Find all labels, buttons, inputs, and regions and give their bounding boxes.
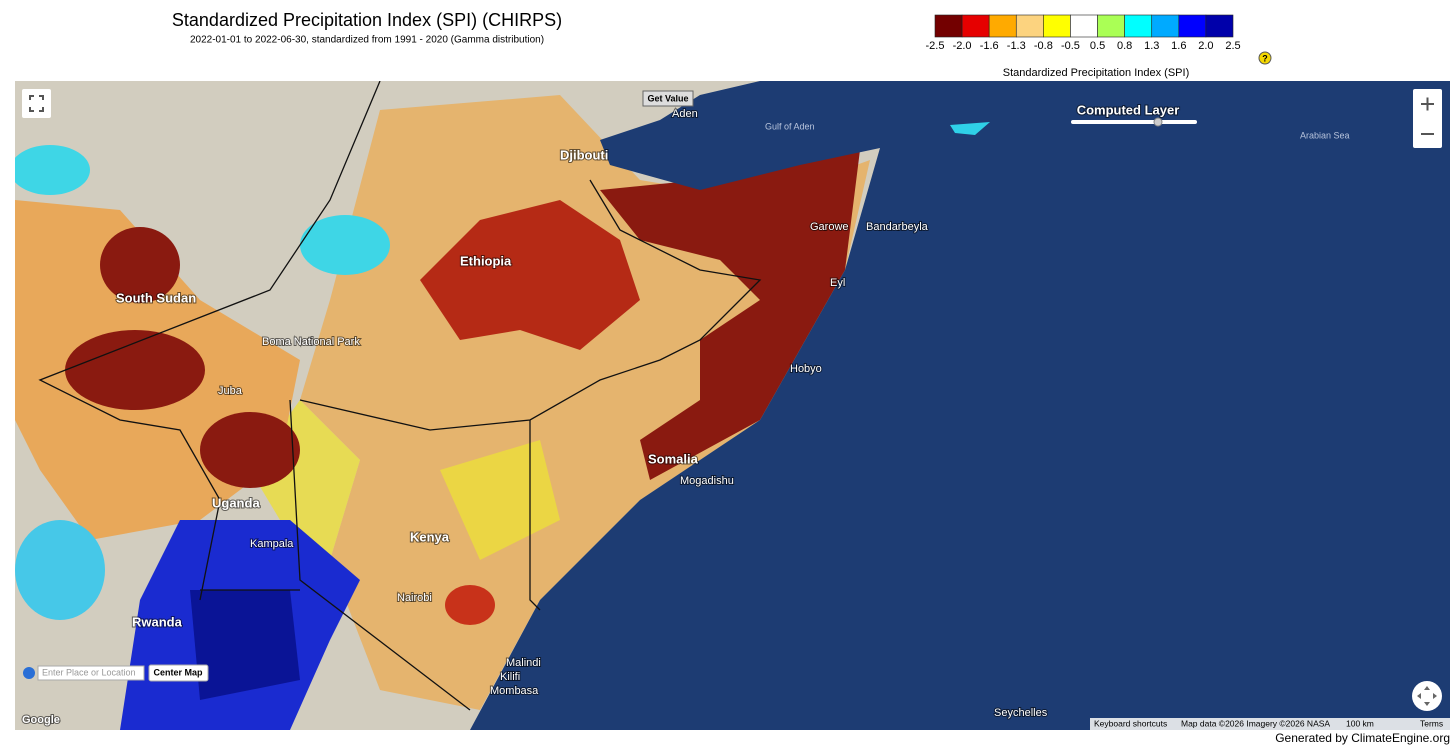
map-label: Garowe xyxy=(810,221,849,233)
legend-tick-label: -0.5 xyxy=(1061,40,1080,52)
map-label: Djibouti xyxy=(560,147,608,162)
severe-zone xyxy=(100,227,180,303)
red-zone xyxy=(445,585,495,625)
map-label: Ethiopia xyxy=(460,253,512,268)
map-label: Arabian Sea xyxy=(1300,130,1350,140)
legend: -2.5 -2.0 -1.6 -1.3 -0.8 -0.5 0.5 0.8 1.3 1.6 2.0 2… xyxy=(926,14,1241,52)
legend-tick-label: -1.6 xyxy=(980,40,999,52)
slider-handle[interactable] xyxy=(1153,117,1163,127)
legend-swatch xyxy=(1043,14,1071,38)
legend-swatch xyxy=(1178,14,1207,38)
subtitle: 2022-01-01 to 2022-06-30, standardized f… xyxy=(190,35,544,46)
legend-tick-label: -1.3 xyxy=(1007,40,1026,52)
search-input[interactable] xyxy=(37,665,145,681)
center-map-text[interactable]: Center Map xyxy=(153,667,203,677)
legend-tick-label: 2.0 xyxy=(1198,40,1213,52)
attribution[interactable]: Keyboard shortcuts xyxy=(1094,718,1167,728)
legend-swatch xyxy=(961,14,990,38)
zoom-control[interactable] xyxy=(1413,89,1442,148)
map-label: Boma National Park xyxy=(262,336,360,348)
map-label: Rwanda xyxy=(132,614,183,629)
map-label: Aden xyxy=(672,108,698,120)
legend-tick-label: 0.5 xyxy=(1090,40,1105,52)
legend-swatch xyxy=(934,14,963,38)
red-zone xyxy=(420,200,640,350)
map-label: Somalia xyxy=(648,451,699,466)
severe-zone xyxy=(600,150,860,480)
help-icon[interactable] xyxy=(1258,51,1272,65)
legend-tick-label: -2.0 xyxy=(953,40,972,52)
map-label: Seychelles xyxy=(994,707,1048,719)
legend-tick-label: -2.5 xyxy=(926,40,945,52)
map-label: Malindi xyxy=(506,657,541,669)
wet-zone xyxy=(300,215,390,275)
map-label: Kampala xyxy=(250,538,294,550)
map-label: Nairobi xyxy=(397,592,432,604)
map-label: Eyl xyxy=(830,277,845,289)
legend-swatch xyxy=(1070,14,1098,38)
fullscreen-icon xyxy=(29,95,44,112)
ocean xyxy=(470,81,1450,730)
map-label: Bandarbeyla xyxy=(866,221,929,233)
map-label: Kenya xyxy=(410,529,450,544)
severe-zone xyxy=(200,412,300,488)
layer-label: Computed Layer xyxy=(1077,102,1180,117)
fullscreen-button[interactable] xyxy=(22,89,51,118)
info-icon[interactable] xyxy=(23,667,35,679)
legend-swatch xyxy=(1151,14,1180,38)
help-text[interactable]: ? xyxy=(1262,53,1268,63)
map-label: Hobyo xyxy=(790,363,822,375)
legend-title: Standardized Precipitation Index (SPI) xyxy=(1003,67,1190,79)
title: Standardized Precipitation Index (SPI) (… xyxy=(172,10,562,30)
get-value-button[interactable] xyxy=(642,90,694,107)
severe-zone xyxy=(65,330,205,410)
map-logo: Google xyxy=(22,714,60,726)
legend-swatch xyxy=(1097,14,1125,38)
map[interactable] xyxy=(10,81,1450,730)
search-placeholder[interactable]: Enter Place or Location xyxy=(42,667,136,677)
footer-credit: Generated by ClimateEngine.org xyxy=(1275,731,1450,745)
legend-tick-label: 2.5 xyxy=(1225,40,1240,52)
camera-control[interactable] xyxy=(1412,681,1442,711)
camera-icon xyxy=(1417,686,1437,706)
legend-tick-label: 1.3 xyxy=(1144,40,1159,52)
map-label: Kilifi xyxy=(500,671,520,683)
legend-swatch xyxy=(1205,14,1234,38)
legend-swatch xyxy=(988,14,1017,38)
attribution[interactable]: Terms xyxy=(1420,718,1443,728)
legend-swatch xyxy=(1124,14,1153,38)
legend-swatch xyxy=(1015,14,1044,38)
wet-zone xyxy=(15,145,90,195)
legend-tick-label: 0.8 xyxy=(1117,40,1132,52)
legend-tick-label: -0.8 xyxy=(1034,40,1053,52)
zoom-icons xyxy=(1421,97,1434,135)
scale-label: 100 km xyxy=(1346,718,1374,728)
attribution: Map data ©2026 Imagery ©2026 NASA xyxy=(1181,718,1330,728)
get-value-text[interactable]: Get Value xyxy=(647,93,688,103)
map-label: Mogadishu xyxy=(680,475,734,487)
map-label: South Sudan xyxy=(116,290,196,305)
borders xyxy=(38,81,762,711)
map-label: Uganda xyxy=(212,495,260,510)
opacity-slider[interactable] xyxy=(1071,120,1197,124)
wet-zone xyxy=(15,520,105,620)
map-label: Gulf of Aden xyxy=(765,121,815,131)
map-label: Juba xyxy=(218,385,243,397)
center-map-button[interactable] xyxy=(148,664,209,682)
map-label: Mombasa xyxy=(490,685,539,697)
legend-tick-label: 1.6 xyxy=(1171,40,1186,52)
island xyxy=(950,122,990,135)
yellow-zone xyxy=(250,400,560,560)
very-wet-zone xyxy=(190,590,300,700)
attribution-bar xyxy=(1090,718,1450,730)
